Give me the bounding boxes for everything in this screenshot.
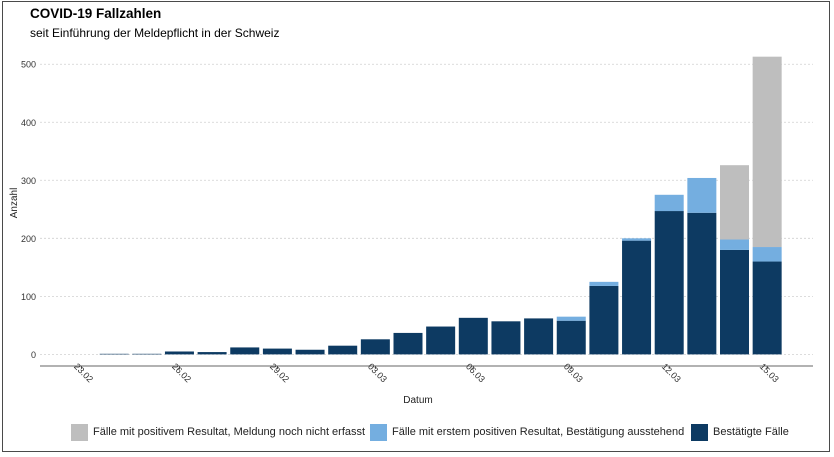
x-axis-label: Datum <box>403 395 432 406</box>
y-tick-label: 500 <box>21 60 36 70</box>
bar-14.03-series-0 <box>720 249 749 355</box>
bar-13.03-series-1 <box>687 177 717 213</box>
legend-label: Bestätigte Fälle <box>713 426 789 438</box>
bar-27.02-series-0 <box>197 352 227 355</box>
x-tick-label: 23.02 <box>72 361 95 384</box>
bar-14.03-series-2 <box>720 165 749 240</box>
bar-01.03-series-0 <box>295 349 325 355</box>
legend-item-pending: Fälle mit erstem positiven Resultat, Bes… <box>370 421 684 443</box>
x-tick-label: 26.02 <box>170 361 193 384</box>
bar-07.03-series-0 <box>491 321 521 355</box>
legend-label: Fälle mit erstem positiven Resultat, Bes… <box>392 426 685 438</box>
bar-13.03-series-0 <box>687 212 717 355</box>
bar-05.03-series-0 <box>426 326 456 355</box>
bar-04.03-series-0 <box>393 332 423 355</box>
chart-plot: 0 100 200 300 400 500 23.02 26.02 29.02 03.03 06.0… <box>9 56 813 406</box>
bar-12.03-series-0 <box>654 211 684 355</box>
bar-29.02-series-0 <box>262 348 292 355</box>
bar-02.03-series-0 <box>328 345 358 355</box>
y-tick-label: 100 <box>21 292 36 302</box>
legend-swatch <box>691 423 708 441</box>
bar-15.03-series-1 <box>752 247 782 262</box>
bar-11.03-series-0 <box>622 240 652 355</box>
bar-10.03-series-1 <box>589 281 619 286</box>
bar-26.02-series-0 <box>164 351 194 355</box>
chart-subtitle: seit Einführung der Meldepflicht in der … <box>30 26 280 40</box>
bar-09.03-series-0 <box>556 320 586 355</box>
bar-06.03-series-0 <box>458 317 488 355</box>
bar-10.03-series-0 <box>589 285 619 355</box>
y-tick-label: 0 <box>31 350 36 360</box>
bar-15.03-series-0 <box>752 261 782 355</box>
bar-14.03-series-1 <box>720 239 749 250</box>
bar-15.03-series-2 <box>752 56 782 248</box>
x-tick-label: 15.03 <box>758 361 781 384</box>
bar-03.03-series-0 <box>360 339 390 355</box>
x-tick-label: 12.03 <box>660 361 683 384</box>
bar-28.02-series-0 <box>230 347 260 355</box>
x-tick-label: 06.03 <box>464 361 487 384</box>
chart-title: COVID-19 Fallzahlen <box>30 6 162 21</box>
x-tick-label: 09.03 <box>562 361 585 384</box>
y-tick-label: 200 <box>21 234 36 244</box>
legend-item-not-recorded: Fälle mit positivem Resultat, Meldung no… <box>71 421 365 443</box>
legend-swatch <box>370 423 387 441</box>
x-tick-label: 03.03 <box>366 361 389 384</box>
bar-25.02-series-0 <box>132 353 162 355</box>
y-tick-label: 300 <box>21 176 36 186</box>
x-tick-label: 29.02 <box>268 361 291 384</box>
bar-12.03-series-1 <box>654 194 684 212</box>
bar-09.03-series-1 <box>556 316 586 321</box>
bar-11.03-series-1 <box>622 238 652 241</box>
bar-08.03-series-0 <box>524 318 554 355</box>
legend-item-confirmed: Bestätigte Fälle <box>691 421 789 443</box>
y-axis-label: Anzahl <box>9 188 20 219</box>
bar-24.02-series-0 <box>99 353 129 355</box>
y-tick-label: 400 <box>21 118 36 128</box>
legend-swatch <box>71 423 88 441</box>
legend: Fälle mit positivem Resultat, Meldung no… <box>0 421 834 443</box>
legend-label: Fälle mit positivem Resultat, Meldung no… <box>93 426 366 438</box>
